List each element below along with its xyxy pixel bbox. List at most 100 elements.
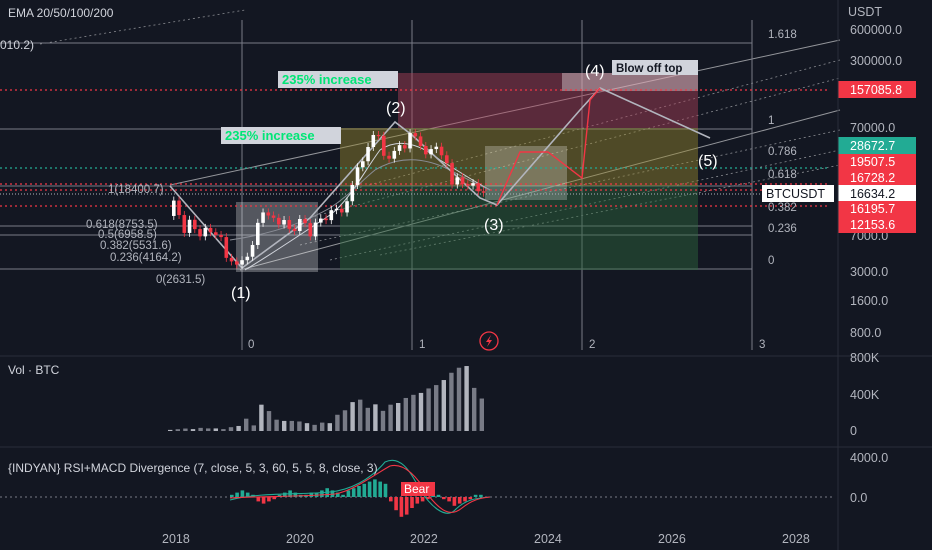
increase-label-1[interactable]: 235% increase	[282, 72, 372, 87]
candle	[319, 218, 323, 223]
volume-bar	[464, 366, 469, 431]
volume-bar	[411, 394, 416, 431]
zone-box-top	[562, 73, 698, 91]
last-price-tag-bg	[838, 185, 916, 202]
price-tag-28672-bg	[838, 137, 916, 154]
volume-bar	[259, 404, 264, 431]
volume-legend[interactable]: Vol · BTC	[8, 363, 60, 377]
candle-series	[172, 129, 486, 269]
candle	[182, 215, 187, 233]
fib-right-1: 1	[768, 115, 774, 127]
macd-bar	[389, 497, 393, 502]
fib-right-0618: 0.618	[768, 169, 797, 181]
volume-bar	[380, 410, 386, 431]
fib-left-0236: 0.236(4164.2)	[110, 252, 182, 264]
volume-bar	[479, 398, 484, 431]
candle	[308, 223, 313, 237]
volume-bar	[266, 411, 272, 431]
volume-bar	[396, 403, 401, 431]
macd-bar	[378, 481, 382, 497]
macd-bar	[235, 492, 239, 497]
candle	[203, 227, 208, 237]
candle	[187, 219, 192, 233]
candle	[434, 146, 439, 150]
candle	[303, 219, 307, 224]
volume-bar	[449, 372, 454, 431]
price-tag-157085-bg	[838, 81, 916, 98]
price-tag-19507-bg	[838, 154, 916, 170]
macd-bar	[272, 497, 276, 500]
fib-right-0786: 0.786	[768, 146, 797, 158]
macd-bar	[267, 497, 271, 502]
channel-line	[299, 77, 841, 221]
ema-legend[interactable]: EMA 20/50/100/200	[8, 6, 114, 20]
volume-bar	[213, 428, 218, 431]
price-tag-12153: 12153.6	[850, 218, 895, 232]
candle	[376, 134, 381, 137]
candle	[219, 234, 223, 238]
macd-bar	[362, 483, 367, 497]
wave-label-1[interactable]: (1)	[231, 285, 251, 302]
price-tag-16728: 16728.2	[850, 171, 895, 185]
ind-tick-0: 0.0	[850, 491, 867, 505]
volume-bar	[206, 428, 211, 431]
candle	[177, 200, 181, 216]
candle	[439, 146, 444, 156]
macd-bar	[447, 497, 451, 502]
fib-right-0236: 0.236	[768, 223, 797, 235]
wave-label-3[interactable]: (3)	[484, 217, 504, 234]
candle	[198, 229, 202, 237]
volume-bar	[456, 367, 462, 431]
macd-bar	[367, 481, 372, 497]
volume-bar	[365, 407, 370, 431]
candle	[460, 177, 465, 185]
volume-bar	[282, 420, 287, 431]
x-tick-2018: 2018	[162, 532, 190, 546]
price-tag-16195: 16195.7	[850, 202, 895, 216]
volume-bar	[472, 387, 477, 431]
fib-left-0: 0(2631.5)	[156, 274, 205, 286]
candle	[413, 133, 418, 137]
candle	[445, 155, 449, 164]
fib-left-0382: 0.382(5531.6)	[100, 240, 172, 252]
wave-label-4[interactable]: (4)	[585, 63, 605, 80]
wave-label-2[interactable]: (2)	[386, 100, 406, 117]
projection-path-red	[496, 87, 601, 206]
indicator-legend[interactable]: {INDYAN} RSI+MACD Divergence (7, close, …	[8, 461, 378, 475]
volume-bar	[289, 420, 294, 431]
macd-bar	[256, 497, 261, 502]
fib-right-0: 0	[768, 255, 774, 267]
candle	[235, 261, 239, 265]
volume-bar	[228, 427, 234, 431]
zone-yellow	[340, 128, 698, 186]
zone-green	[340, 186, 698, 270]
macd-bar	[394, 497, 398, 511]
channel-line	[379, 164, 841, 256]
price-tick-600000: 600000.0	[850, 23, 902, 37]
candle	[481, 191, 486, 193]
candle	[424, 145, 428, 155]
macd-bar	[293, 492, 298, 497]
bear-label[interactable]: Bear	[404, 482, 429, 496]
volume-bar	[274, 419, 279, 431]
volume-bar	[221, 429, 226, 431]
candle	[403, 145, 407, 149]
increase-label-2[interactable]: 235% increase	[225, 128, 315, 143]
blow-off-label[interactable]: Blow off top	[616, 63, 682, 75]
price-tick-70000: 70000.0	[850, 121, 895, 135]
volume-bar	[244, 418, 249, 431]
lightning-icon[interactable]	[479, 331, 499, 351]
candle	[397, 145, 402, 151]
volume-bar	[168, 429, 173, 431]
wave-label-5[interactable]: (5)	[698, 153, 718, 170]
candle	[392, 150, 397, 159]
candle	[345, 201, 349, 213]
volume-bar	[175, 429, 180, 431]
macd-bar	[309, 492, 314, 497]
macd-bar	[479, 494, 483, 497]
increase-label-2-bg	[221, 127, 341, 144]
candle	[471, 183, 475, 186]
fib-right-1618: 1.618	[768, 29, 797, 41]
